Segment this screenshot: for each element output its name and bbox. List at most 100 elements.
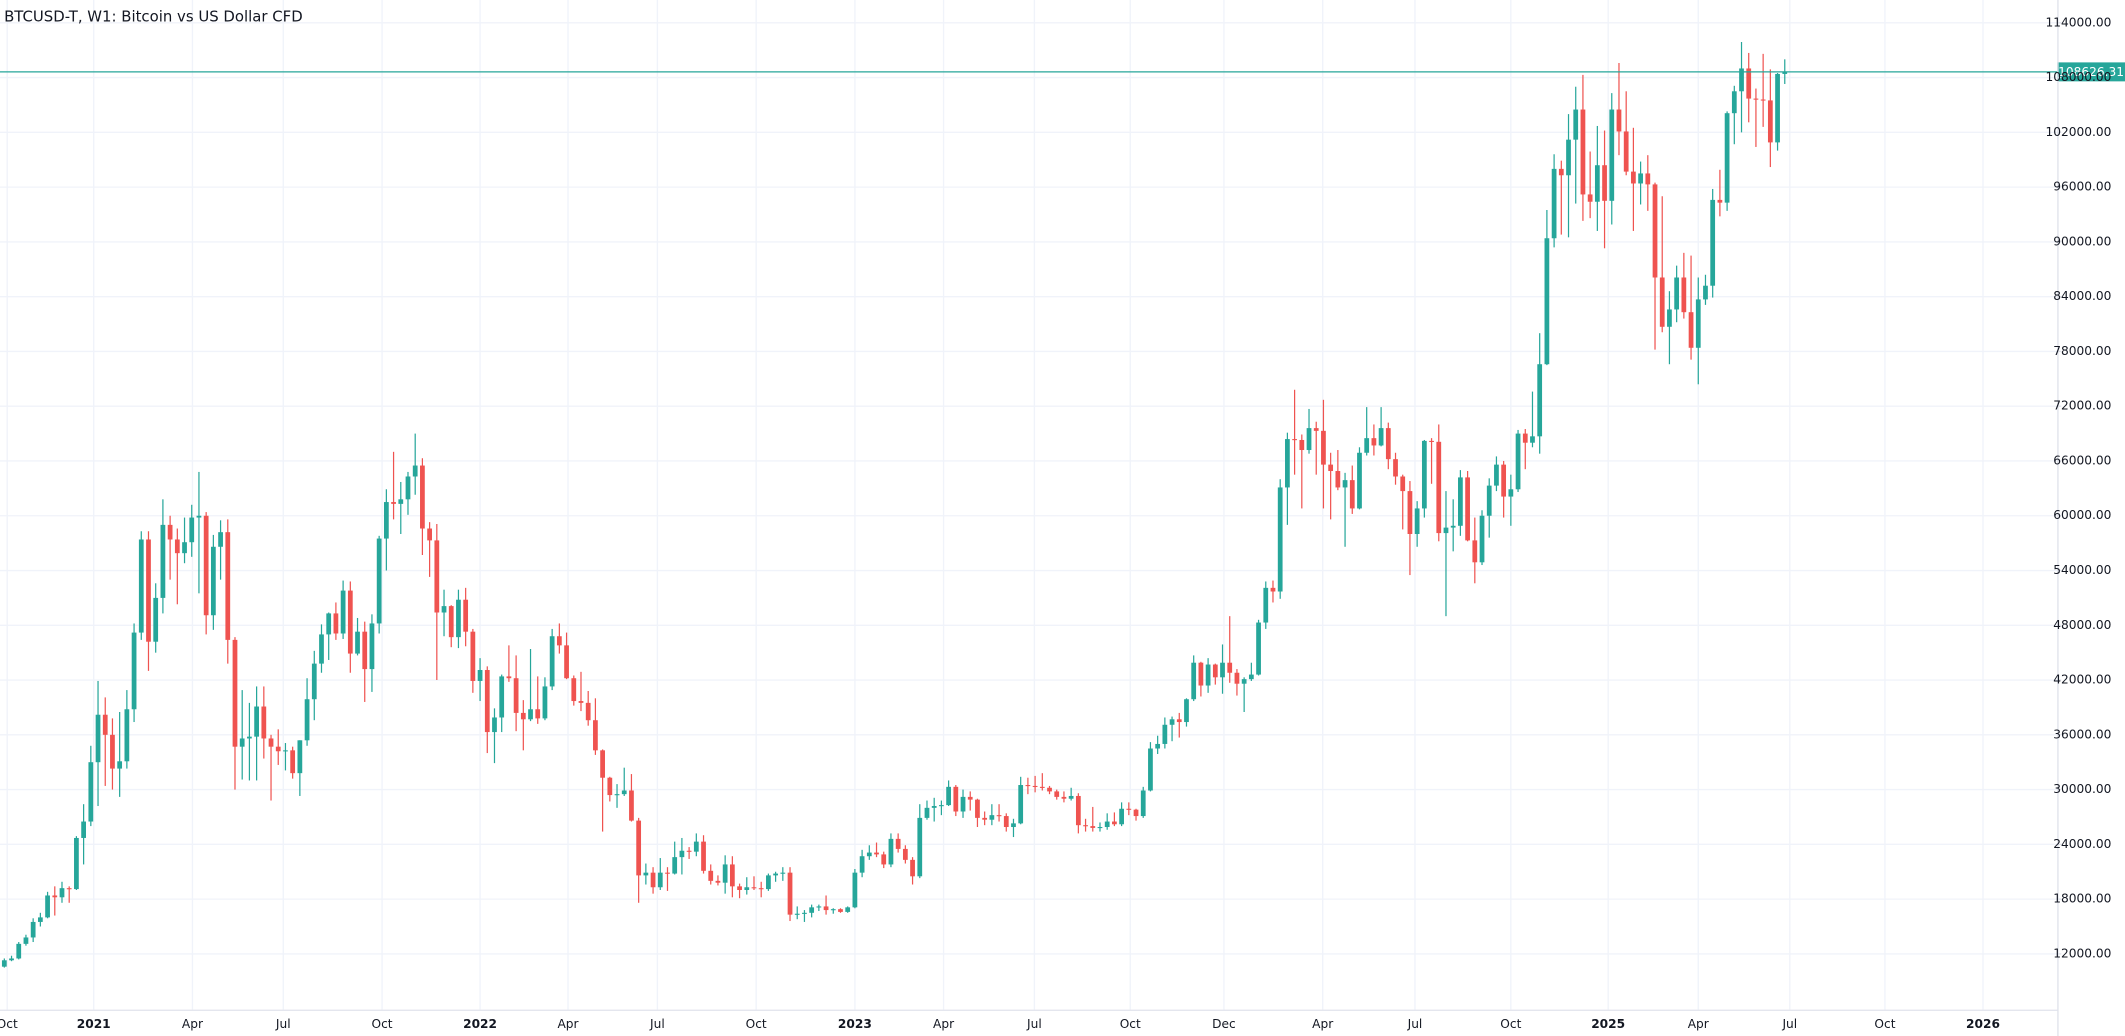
candle-body <box>1220 662 1225 678</box>
candle-body <box>802 912 807 914</box>
candle-body <box>311 663 317 700</box>
candle-body <box>102 714 108 735</box>
candle-body <box>686 850 692 852</box>
candle-body <box>549 636 555 687</box>
candle-body <box>830 909 836 911</box>
candle-body <box>708 870 714 881</box>
candle-body <box>939 805 944 807</box>
candle-body <box>1537 364 1543 437</box>
candle-body <box>1710 199 1716 286</box>
candle-body <box>607 777 613 796</box>
candle-body <box>1616 109 1622 132</box>
candle-body <box>672 857 678 874</box>
candle-body <box>45 895 50 918</box>
candle-body <box>1703 285 1708 300</box>
candle-body <box>225 532 231 640</box>
candle-body <box>1068 795 1074 799</box>
y-tick-label: 108000.00 <box>2046 70 2112 84</box>
candle-body <box>1436 441 1442 534</box>
candle-body <box>1674 277 1680 310</box>
candle-body <box>1083 825 1088 827</box>
candle-body <box>1191 662 1197 700</box>
candle-body <box>766 875 771 890</box>
candle-body <box>369 623 375 670</box>
candle-body <box>383 502 389 539</box>
candle-body <box>773 873 778 876</box>
candle-body <box>520 712 526 720</box>
candle-body <box>1753 98 1759 100</box>
y-tick-label: 72000.00 <box>2053 399 2111 413</box>
candle-body <box>1371 438 1377 446</box>
candle-body <box>1357 452 1362 509</box>
candle-body <box>1003 816 1009 828</box>
candle-body <box>989 815 995 820</box>
y-tick-label: 36000.00 <box>2053 727 2111 741</box>
candle-body <box>1688 312 1694 348</box>
candle-body <box>1011 823 1016 828</box>
candle-body <box>1112 821 1117 825</box>
candle-body <box>701 841 706 871</box>
candle-body <box>477 670 483 681</box>
y-tick-label: 90000.00 <box>2053 234 2111 248</box>
candle-body <box>513 678 519 713</box>
candle-body <box>203 515 209 616</box>
candle-body <box>1746 68 1752 99</box>
candle-body <box>37 917 43 922</box>
candle-body <box>917 817 923 877</box>
y-tick-label: 102000.00 <box>2046 125 2112 139</box>
x-tick-label: 2023 <box>838 1017 872 1031</box>
x-tick-label: Oct <box>1120 1017 1141 1031</box>
candle-body <box>470 631 476 681</box>
candle-body <box>506 676 512 679</box>
candle-body <box>1558 168 1564 176</box>
candle-body <box>405 476 411 500</box>
candle-body <box>1458 477 1463 526</box>
candle-body <box>1234 672 1240 684</box>
candle-body <box>737 886 742 890</box>
candle-body <box>1256 622 1261 675</box>
candle-body <box>1299 439 1305 451</box>
candle-body <box>845 907 851 912</box>
candle-body <box>268 738 274 747</box>
candle-body <box>1450 525 1456 528</box>
candle-body <box>1292 439 1297 441</box>
x-tick-label: Jul <box>1781 1017 1797 1031</box>
candle-body <box>1306 428 1312 451</box>
y-tick-label: 66000.00 <box>2053 453 2111 467</box>
x-tick-label: Jul <box>275 1017 291 1031</box>
candle-body <box>636 820 642 876</box>
y-tick-label: 48000.00 <box>2053 618 2111 632</box>
candle-body <box>340 590 346 634</box>
candle-body <box>1717 199 1723 203</box>
candle-body <box>283 750 288 752</box>
candle-body <box>1515 433 1521 490</box>
candle-body <box>1609 109 1615 201</box>
x-tick-label: Jul <box>649 1017 665 1031</box>
candle-body <box>744 887 750 890</box>
candle-body <box>326 613 332 635</box>
candle-body <box>1429 440 1434 442</box>
candle-body <box>1695 299 1701 348</box>
candle-body <box>1659 277 1665 327</box>
candle-body <box>1566 139 1571 176</box>
candle-body <box>1501 464 1507 497</box>
x-tick-label: Apr <box>182 1017 204 1031</box>
candle-body <box>1775 73 1780 143</box>
candle-body <box>1248 674 1254 680</box>
candle-body <box>881 854 887 865</box>
candle-body <box>1652 184 1658 278</box>
candle-body <box>30 921 36 938</box>
candle-body <box>1277 487 1283 592</box>
candle-body <box>585 702 591 721</box>
candle-body <box>823 906 829 911</box>
candle-body <box>232 639 238 747</box>
candle-body <box>456 599 461 638</box>
candle-body <box>362 631 368 670</box>
candle-body <box>1263 587 1269 623</box>
candle-body <box>1198 662 1204 686</box>
candle-body <box>982 817 988 820</box>
candle-body <box>1140 790 1146 817</box>
y-tick-label: 54000.00 <box>2053 563 2111 577</box>
candle-body <box>261 706 267 739</box>
